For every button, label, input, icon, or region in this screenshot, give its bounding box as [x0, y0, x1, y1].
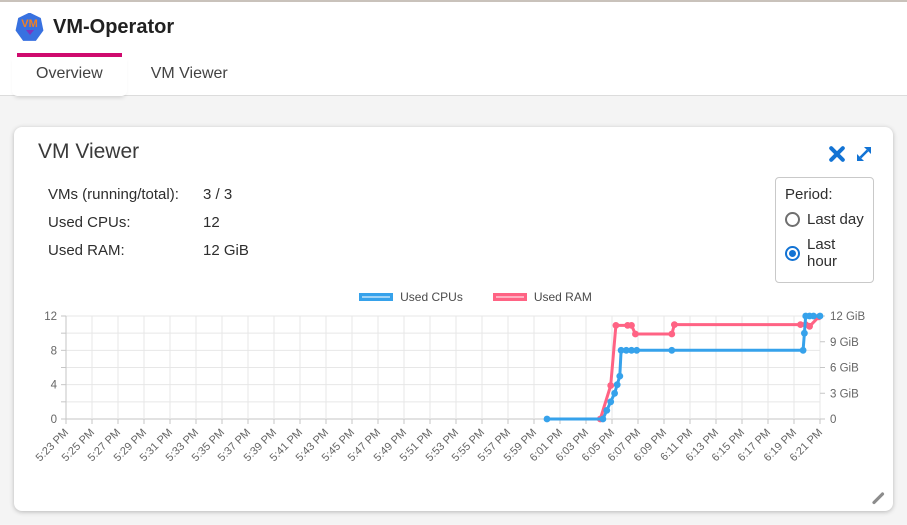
app-logo-icon: VM: [15, 12, 44, 41]
app-title: VM-Operator: [53, 15, 175, 38]
panel-header: VM Viewer: [14, 127, 893, 164]
vm-stats: VMs (running/total): 3 / 3 Used CPUs: 12…: [48, 180, 893, 264]
tab-overview[interactable]: Overview: [12, 52, 127, 96]
tab-bar: Overview VM Viewer: [0, 52, 907, 96]
chart-legend: Used CPUs Used RAM: [36, 290, 907, 304]
legend-item-used-ram[interactable]: Used RAM: [492, 290, 592, 304]
panel-title: VM Viewer: [38, 140, 140, 163]
svg-text:9 GiB: 9 GiB: [830, 337, 859, 349]
radio-last-day[interactable]: Last day: [785, 211, 865, 228]
stat-label: Used RAM:: [48, 241, 125, 259]
svg-text:12: 12: [44, 311, 57, 323]
tab-vm-viewer-label: VM Viewer: [150, 64, 228, 82]
legend-label: Used CPUs: [400, 290, 463, 304]
stat-value: 3 / 3: [203, 185, 233, 203]
window-top-border: [0, 0, 907, 2]
radio-last-hour-label: Last hour: [807, 236, 838, 270]
legend-swatch-ram: [492, 293, 527, 301]
vm-viewer-panel: VM Viewer VMs (running/total): 3 / 3 Use…: [14, 127, 893, 511]
svg-text:4: 4: [51, 380, 58, 392]
stat-row-cpus: Used CPUs: 12: [48, 208, 893, 236]
logo-caret: [25, 30, 34, 35]
page-background: VM Viewer VMs (running/total): 3 / 3 Use…: [0, 96, 907, 524]
logo-text: VM: [21, 18, 38, 30]
period-groupbox: Period: Last day Last hour: [775, 177, 874, 283]
stat-value: 12: [203, 213, 220, 231]
stat-row-ram: Used RAM: 12 GiB: [48, 236, 893, 264]
panel-actions: [828, 145, 873, 163]
svg-text:8: 8: [51, 345, 57, 357]
svg-text:3 GiB: 3 GiB: [830, 388, 859, 400]
svg-text:0: 0: [830, 414, 836, 426]
stat-row-vms: VMs (running/total): 3 / 3: [48, 180, 893, 208]
radio-last-day-label: Last day: [807, 211, 864, 228]
tab-overview-label: Overview: [36, 64, 103, 82]
tab-vm-viewer[interactable]: VM Viewer: [126, 52, 252, 95]
radio-icon[interactable]: [785, 245, 800, 261]
svg-text:0: 0: [51, 414, 57, 426]
period-label: Period:: [785, 186, 833, 203]
stat-label: VMs (running/total):: [48, 185, 179, 203]
close-icon[interactable]: [828, 145, 846, 163]
resize-handle-icon[interactable]: [870, 489, 888, 507]
radio-icon[interactable]: [785, 212, 800, 227]
svg-text:12 GiB: 12 GiB: [830, 311, 865, 323]
stat-value: 12 GiB: [203, 241, 249, 259]
stat-label: Used CPUs:: [48, 213, 131, 231]
legend-swatch-cpus: [359, 293, 394, 301]
radio-last-hour[interactable]: Last hour: [785, 236, 865, 270]
legend-item-used-cpus[interactable]: Used CPUs: [359, 290, 463, 304]
svg-text:6 GiB: 6 GiB: [830, 363, 859, 375]
app-header: VM VM-Operator: [0, 2, 907, 52]
expand-icon[interactable]: [855, 145, 873, 163]
legend-label: Used RAM: [533, 290, 592, 304]
